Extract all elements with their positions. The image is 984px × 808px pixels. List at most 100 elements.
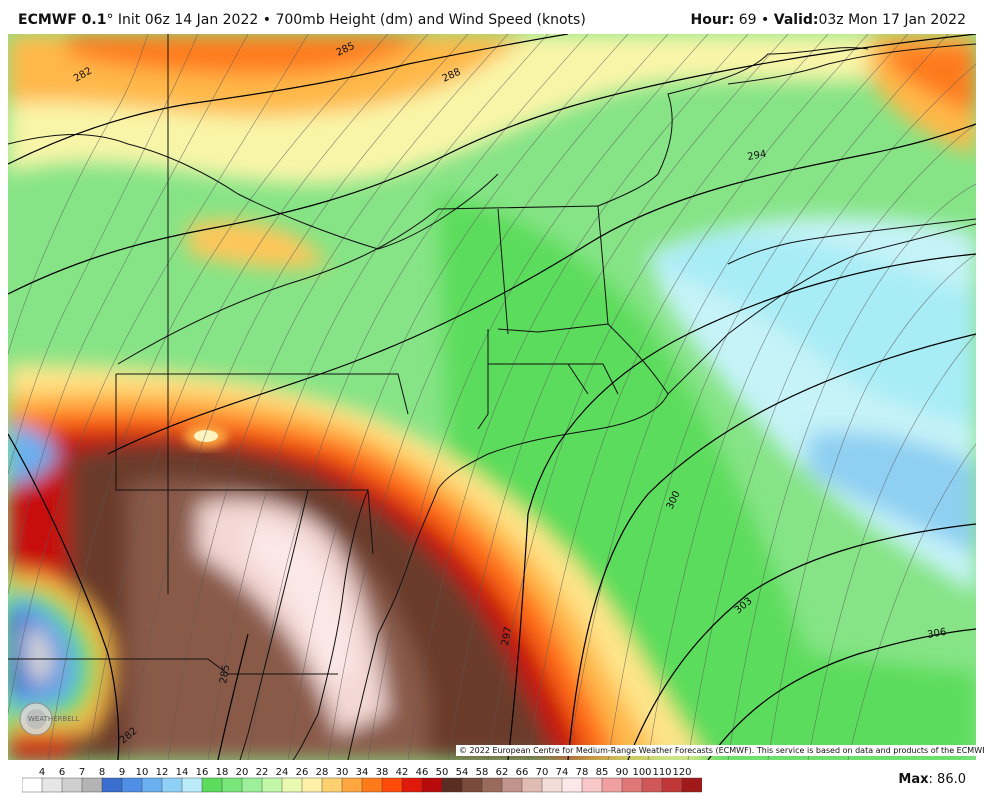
contour-label: 306	[927, 627, 948, 641]
legend-swatch	[381, 777, 403, 793]
max-colon: :	[928, 772, 938, 787]
legend-swatch	[181, 777, 203, 793]
legend-swatch	[361, 777, 383, 793]
valid-value: 03z Mon 17 Jan 2022	[818, 12, 966, 28]
legend-tick-label: 22	[256, 767, 269, 778]
legend-tick-label: 26	[296, 767, 309, 778]
legend-tick-label: 46	[416, 767, 429, 778]
weather-map[interactable]: 282 285 288 294 297 300 303 306 282 285	[8, 34, 976, 760]
wind-speed-field: 282 285 288 294 297 300 303 306 282 285	[8, 34, 976, 760]
valid-label: Valid:	[773, 12, 819, 28]
legend-swatch	[541, 777, 563, 793]
legend-swatch	[501, 777, 523, 793]
legend-swatch	[241, 777, 263, 793]
hour-label: Hour:	[690, 12, 735, 28]
legend-swatch	[201, 777, 223, 793]
legend-tick-label: 10	[136, 767, 149, 778]
legend-swatch	[401, 777, 423, 793]
legend-swatch	[221, 777, 243, 793]
time-separator: •	[761, 12, 770, 28]
wind-streamlines	[8, 34, 976, 760]
legend-swatch	[601, 777, 623, 793]
legend-swatch	[321, 777, 343, 793]
legend-tick-label: 6	[59, 767, 65, 778]
legend-tick-label: 58	[476, 767, 489, 778]
legend-swatch	[561, 777, 583, 793]
legend-swatch	[641, 777, 663, 793]
wind-max-spot-core	[194, 430, 218, 442]
legend-tick-label: 34	[356, 767, 369, 778]
legend-tick-label: 16	[196, 767, 209, 778]
init-time: Init 06z 14 Jan 2022	[117, 12, 259, 28]
logo-text: WEATHERBELL	[28, 715, 80, 723]
legend-tick-label: 78	[576, 767, 589, 778]
legend-swatch	[421, 777, 443, 793]
legend-tick-label: 74	[556, 767, 569, 778]
contour-label: 297	[500, 626, 514, 647]
legend-tick-label: 62	[496, 767, 509, 778]
max-label-text: Max	[898, 772, 929, 787]
legend-tick-label: 120	[672, 767, 691, 778]
legend-tick-label: 8	[99, 767, 105, 778]
legend-swatch	[481, 777, 503, 793]
legend-tick-label: 85	[596, 767, 609, 778]
legend-swatch	[441, 777, 463, 793]
legend-tick-label: 110	[652, 767, 671, 778]
legend-tick-label: 20	[236, 767, 249, 778]
legend-tick-label: 38	[376, 767, 389, 778]
legend-swatch	[121, 777, 143, 793]
legend-swatch	[281, 777, 303, 793]
legend-tick-label: 24	[276, 767, 289, 778]
legend-tick-label: 54	[456, 767, 469, 778]
legend-swatch	[101, 777, 123, 793]
legend-swatch	[21, 777, 43, 793]
legend-swatch	[461, 777, 483, 793]
legend-swatch	[41, 777, 63, 793]
weatherbell-logo-icon: WEATHERBELL	[18, 700, 98, 738]
height-contours	[8, 34, 976, 760]
legend-swatch	[581, 777, 603, 793]
contour-label: 294	[747, 149, 768, 163]
legend-tick-label: 66	[516, 767, 529, 778]
map-header: ECMWF 0.1° Init 06z 14 Jan 2022 • 700mb …	[0, 0, 984, 34]
legend-swatch	[81, 777, 103, 793]
wind-speed-legend: 4 6 7 8 9 10 12 14 16 18 20 22 24 26 28 30 34 38 42 46 50 54 5…	[21, 764, 703, 796]
legend-swatch	[61, 777, 83, 793]
legend-tick-label: 70	[536, 767, 549, 778]
product-name: 700mb Height (dm) and Wind Speed (knots)	[275, 12, 586, 28]
legend-swatch	[521, 777, 543, 793]
legend-tick-label: 100	[632, 767, 651, 778]
legend-tick-label: 18	[216, 767, 229, 778]
legend-swatch	[621, 777, 643, 793]
legend-tick-label: 50	[436, 767, 449, 778]
legend-swatch	[301, 777, 323, 793]
legend-swatch	[681, 777, 703, 793]
legend-colorbar: 4 6 7 8 9 10 12 14 16 18 20 22 24 26 28 30 34 38 42 46 50 54 5…	[21, 767, 703, 793]
legend-tick-label: 90	[616, 767, 629, 778]
legend-tick-label: 14	[176, 767, 189, 778]
legend-swatch	[261, 777, 283, 793]
model-name: ECMWF 0.1	[18, 12, 107, 28]
max-value: Max: 86.0	[898, 772, 966, 787]
wind-shading	[8, 34, 976, 760]
title-separator: •	[262, 12, 271, 28]
degree-symbol: °	[106, 12, 114, 28]
legend-tick-label: 9	[119, 767, 125, 778]
max-number: 86.0	[937, 772, 966, 787]
legend-tick-label: 42	[396, 767, 409, 778]
legend-tick-label: 12	[156, 767, 169, 778]
legend-swatch	[661, 777, 683, 793]
legend-swatch	[141, 777, 163, 793]
legend-swatch	[161, 777, 183, 793]
legend-tick-label: 28	[316, 767, 329, 778]
map-borders	[8, 34, 976, 760]
contour-label: 285	[218, 664, 232, 685]
hour-value: 69	[738, 12, 757, 28]
legend-tick-label: 7	[79, 767, 85, 778]
copyright-credit: © 2022 European Centre for Medium-Range …	[456, 745, 984, 756]
legend-tick-label: 4	[39, 767, 45, 778]
legend-swatch	[341, 777, 363, 793]
forecast-time: Hour: 69 • Valid:03z Mon 17 Jan 2022	[690, 12, 966, 28]
map-title: ECMWF 0.1° Init 06z 14 Jan 2022 • 700mb …	[18, 12, 586, 28]
legend-tick-label: 30	[336, 767, 349, 778]
